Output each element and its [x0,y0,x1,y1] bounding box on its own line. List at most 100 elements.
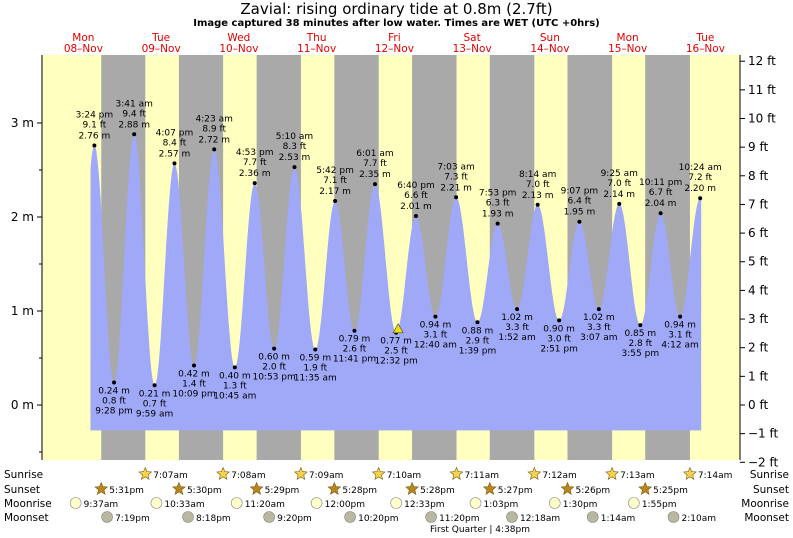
tide-m-label: 1.02 m [583,313,615,323]
tide-time-label: 11:41 pm [333,355,376,365]
moonrise-time-label: 12:00pm [325,500,365,510]
tide-time-label: 10:45 am [213,391,256,401]
moonset-time-label: 12:18am [520,514,560,524]
sunrise-time-label: 7:09am [309,471,344,481]
moonrise-time-label: 11:20am [245,500,285,510]
tide-ft-label: 7.7 ft [363,159,387,169]
right-axis-tick-label: 2 ft [748,341,768,355]
tide-point [92,143,97,148]
tide-time-label: 9:25 am [601,169,638,179]
sunrise-icon [138,466,153,480]
tide-point [333,199,338,204]
sunrise-time-label: 7:12am [542,471,577,481]
moonset-row-label-right: Moonset [744,512,789,524]
sunset-icon [560,481,575,495]
tide-point [313,347,318,352]
left-axis-tick-label: 3 m [11,116,34,130]
tide-ft-label: 2.5 ft [384,347,408,357]
tide-ft-label: 3.0 ft [547,334,571,344]
day-name-label: Fri [388,32,401,44]
day-name-label: Sun [540,32,560,44]
moonrise-icon [310,497,323,509]
tide-ft-label: 7.0 ft [607,179,631,189]
right-axis-tick-label: 4 ft [748,283,768,297]
tide-m-label: 2.01 m [400,202,432,212]
day-date-label: 12–Nov [375,43,414,55]
tide-point [454,195,459,200]
sunset-icon [638,481,653,495]
tide-time-label: 9:28 pm [95,406,133,416]
moonset-time-label: 1:14am [601,514,636,524]
tide-m-label: 0.85 m [624,329,656,339]
tide-m-label: 0.60 m [258,353,290,363]
sunset-time-label: 5:29pm [265,486,300,496]
tide-ft-label: 7.2 ft [688,173,712,183]
tide-ft-label: 7.3 ft [444,172,468,182]
day-date-label: 09–Nov [142,43,181,55]
tide-ft-label: 7.7 ft [243,158,267,168]
sunrise-row-label-right: Sunrise [750,469,789,481]
tide-point [577,219,582,224]
tide-time-label: 4:07 pm [156,128,194,138]
tide-time-label: 10:24 am [679,163,722,173]
tide-point [658,211,663,216]
moonrise-icon [150,497,163,509]
day-date-label: 10–Nov [219,43,258,55]
right-axis-tick-label: 10 ft [748,111,776,125]
sunset-icon [327,481,342,495]
tide-point [212,147,217,152]
moonset-time-label: 7:19pm [115,514,150,524]
tide-ft-label: 0.8 ft [102,396,126,406]
sunrise-time-label: 7:11am [465,471,500,481]
tide-point [433,314,438,319]
tide-ft-label: 8.4 ft [163,138,187,148]
tide-time-label: 4:23 am [196,114,233,124]
tide-m-label: 2.17 m [319,187,351,197]
left-axis-tick-label: 2 m [11,210,34,224]
moonrise-row-label: Moonrise [4,498,52,510]
sunrise-icon [371,466,386,480]
tide-point [638,323,643,328]
moonrise-time-label: 10:33am [164,500,204,510]
tide-time-label: 5:42 pm [316,166,354,176]
right-axis-tick-label: 0 ft [748,398,768,412]
tide-m-label: 0.59 m [299,354,331,364]
tide-ft-label: 3.3 ft [587,323,611,333]
moonset-time-label: 11:20pm [439,514,479,524]
tide-point [698,196,703,201]
tide-m-label: 0.94 m [420,321,452,331]
tide-ft-label: 6.7 ft [649,188,673,198]
moonset-icon [182,511,194,523]
right-axis-tick-label: 7 ft [748,197,768,211]
tide-point [252,181,257,186]
chart-title: Zavial: rising ordinary tide at 0.8m (2.… [240,0,553,18]
sunset-icon [482,481,497,495]
tide-time-label: 9:59 am [136,409,173,419]
sunrise-icon [293,466,308,480]
tide-time-label: 9:07 pm [561,187,599,197]
day-name-label: Mon [72,32,94,44]
tide-point [413,214,418,219]
tide-ft-label: 1.3 ft [223,381,247,391]
moonrise-row-label-right: Moonrise [741,498,789,510]
tide-m-label: 0.21 m [139,389,171,399]
sunrise-row-label: Sunrise [4,469,43,481]
tide-time-label: 8:14 am [519,170,556,180]
left-axis-tick-label: 0 m [11,398,34,412]
moonset-icon [425,511,437,523]
tide-m-label: 0.24 m [98,386,130,396]
current-tide-marker [392,323,404,334]
tide-time-label: 11:35 am [294,374,337,384]
moonset-icon [667,511,680,523]
tide-time-label: 3:41 am [116,99,153,109]
moonset-icon [586,511,599,523]
tide-ft-label: 9.1 ft [83,121,107,131]
sunset-time-label: 5:31pm [109,486,144,496]
day-date-label: 14–Nov [530,43,569,55]
sunrise-time-label: 7:14am [698,471,733,481]
tide-ft-label: 1.9 ft [303,364,327,374]
moonrise-time-label: 12:33pm [404,500,444,510]
tide-time-label: 4:12 am [661,341,698,351]
moonset-icon [101,511,113,523]
